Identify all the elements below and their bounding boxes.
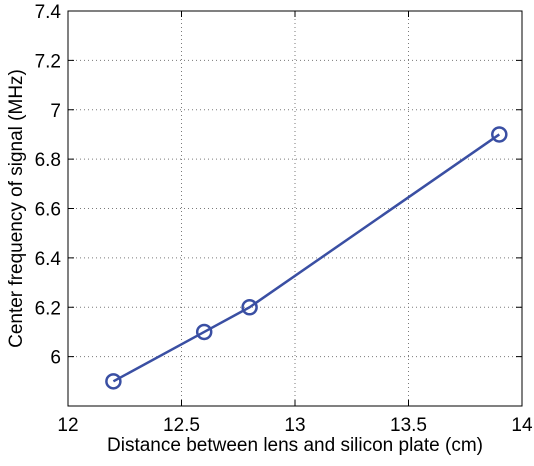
y-tick-label: 6.2 xyxy=(35,298,61,319)
y-tick-labels: 6 6.2 6.4 6.6 6.8 7 7.2 7.4 xyxy=(35,2,62,369)
y-tick-label: 6.4 xyxy=(35,249,62,270)
y-tick-label: 6 xyxy=(50,348,61,369)
series-line xyxy=(112,133,501,383)
y-tick-label: 6.8 xyxy=(35,150,61,171)
x-axis-label: Distance between lens and silicon plate … xyxy=(107,435,483,456)
y-axis-label: Center frequency of signal (MHz) xyxy=(6,69,27,348)
x-tick-label: 12 xyxy=(57,415,78,436)
data-point xyxy=(241,299,258,316)
data-point xyxy=(105,373,122,390)
x-tick-labels: 12 12.5 13 13.5 14 xyxy=(57,415,533,436)
y-tick-label: 6.6 xyxy=(35,200,61,221)
y-tick-label: 7.4 xyxy=(35,2,62,23)
x-tick-label: 13.5 xyxy=(390,415,427,436)
x-tick-label: 13 xyxy=(284,415,305,436)
y-tick-label: 7 xyxy=(50,101,61,122)
data-point xyxy=(195,323,213,341)
data-point xyxy=(491,126,508,143)
grid xyxy=(68,11,522,406)
y-tick-label: 7.2 xyxy=(35,51,61,72)
ticks xyxy=(67,10,523,406)
series xyxy=(105,126,508,390)
x-tick-label: 14 xyxy=(511,415,533,436)
x-tick-label: 12.5 xyxy=(163,415,200,436)
